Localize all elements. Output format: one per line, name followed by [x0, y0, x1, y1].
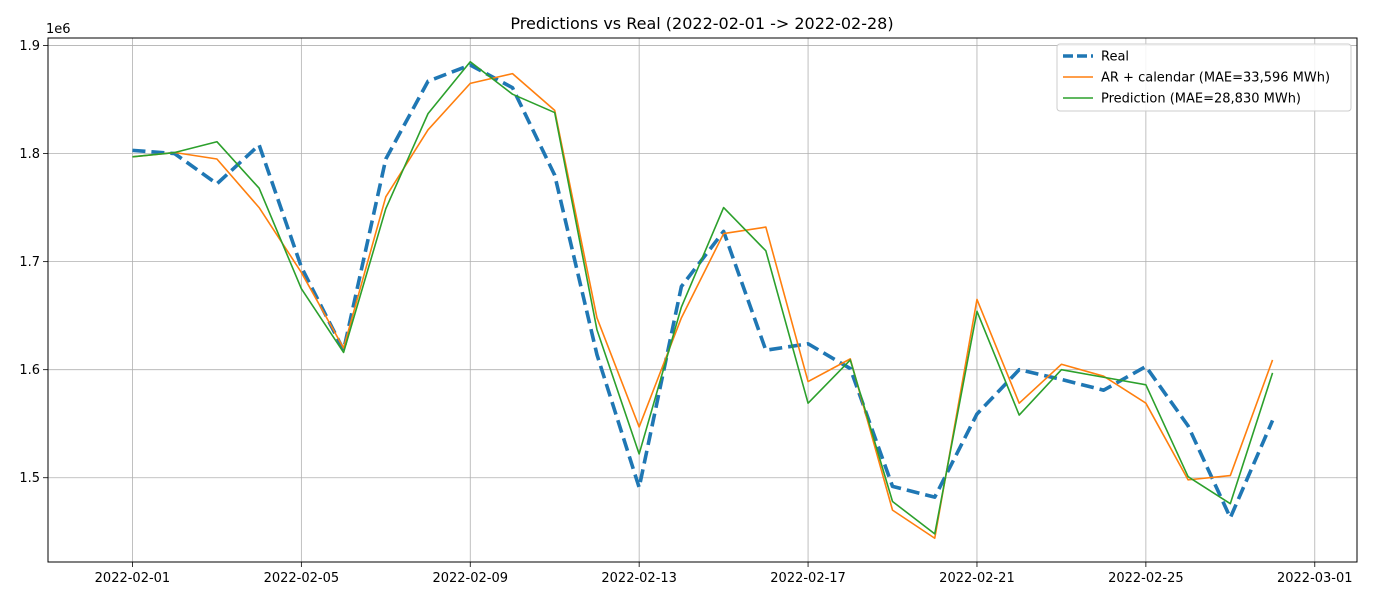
plot-frame [47, 37, 1358, 563]
axis-ticks: 2022-02-01 2022-02-05 2022-02-09 2022-02-13… [19, 39, 1352, 586]
series-lines [132, 60, 1275, 540]
x-tick-label: 2022-02-09 [432, 571, 508, 586]
grid [48, 38, 1357, 562]
x-tick-label: 2022-02-05 [264, 571, 340, 586]
chart-title: Predictions vs Real (2022-02-01 -> 2022-… [510, 14, 893, 33]
legend-label-1: AR + calendar (MAE=33,596 MWh) [1101, 71, 1330, 86]
series-line-2 [132, 60, 1274, 535]
x-tick-label: 2022-02-21 [939, 571, 1015, 586]
y-offset-label: 1e6 [46, 22, 71, 37]
y-tick-label: 1.6 [19, 363, 40, 378]
x-tick-label: 2022-03-01 [1277, 571, 1353, 586]
legend: Real AR + calendar (MAE=33,596 MWh) Predic… [1056, 43, 1352, 112]
x-tick-label: 2022-02-17 [770, 571, 846, 586]
y-tick-label: 1.7 [19, 255, 40, 270]
y-tick-label: 1.9 [19, 39, 40, 54]
legend-label-2: Prediction (MAE=28,830 MWh) [1101, 92, 1301, 107]
x-tick-label: 2022-02-13 [601, 571, 677, 586]
y-tick-label: 1.5 [19, 471, 40, 486]
legend-box [1056, 43, 1352, 112]
x-tick-label: 2022-02-01 [95, 571, 171, 586]
series-line-1 [132, 72, 1274, 540]
legend-label-0: Real [1101, 50, 1129, 65]
y-tick-label: 1.8 [19, 147, 40, 162]
x-tick-label: 2022-02-25 [1108, 571, 1184, 586]
